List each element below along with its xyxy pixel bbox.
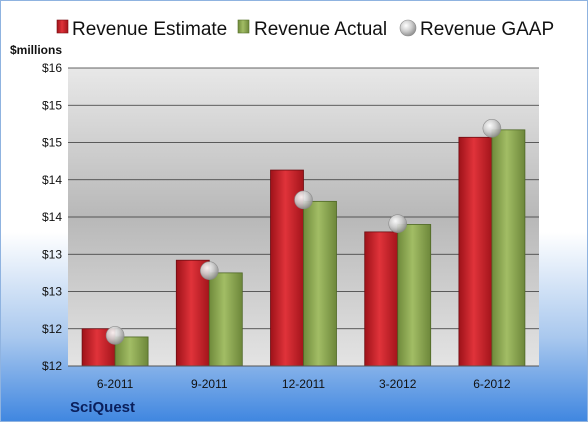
marker-revenue-gaap <box>294 190 313 210</box>
bar-revenue-actual <box>491 129 526 367</box>
gaap-markers <box>105 119 502 345</box>
legend-marker-gaap <box>399 19 417 37</box>
bars <box>81 129 526 367</box>
y-tick-label: $13 <box>42 247 62 261</box>
legend: Revenue Estimate Revenue Actual Revenue … <box>56 19 554 40</box>
x-tick-label: 12-2011 <box>282 377 325 391</box>
y-axis-ticks: $16 $15 $15 $14 $14 $13 $13 $12 $12 <box>42 61 62 373</box>
company-name: SciQuest <box>70 399 135 416</box>
bar-revenue-actual <box>303 200 337 367</box>
bar-revenue-actual <box>397 224 432 367</box>
legend-swatch-estimate <box>56 19 69 34</box>
y-tick-label: $15 <box>42 98 62 112</box>
y-tick-label: $16 <box>42 61 62 75</box>
y-tick-label: $12 <box>42 322 62 336</box>
legend-label-estimate: Revenue Estimate <box>72 19 227 40</box>
bar-revenue-estimate <box>458 136 493 367</box>
marker-revenue-gaap <box>105 326 125 345</box>
y-tick-label: $15 <box>42 136 62 150</box>
marker-revenue-gaap <box>482 119 502 138</box>
legend-swatch-actual <box>237 19 250 34</box>
y-tick-label: $14 <box>42 173 62 187</box>
x-tick-label: 3-2012 <box>379 377 417 391</box>
x-tick-label: 6-2011 <box>97 377 134 391</box>
y-axis-unit-label: $millions <box>10 43 62 57</box>
x-tick-label: 9-2011 <box>191 377 228 391</box>
y-tick-label: $12 <box>42 359 62 373</box>
y-tick-label: $13 <box>42 285 62 299</box>
y-tick-label: $14 <box>42 210 62 224</box>
bar-revenue-actual <box>208 272 243 367</box>
x-tick-label: 6-2012 <box>473 377 511 391</box>
legend-label-actual: Revenue Actual <box>254 19 387 40</box>
marker-revenue-gaap <box>200 261 219 280</box>
marker-revenue-gaap <box>388 214 408 234</box>
legend-label-gaap: Revenue GAAP <box>420 19 554 40</box>
bar-revenue-estimate <box>364 231 399 367</box>
x-axis-ticks: 6-2011 9-2011 12-2011 3-2012 6-2012 <box>97 377 511 391</box>
